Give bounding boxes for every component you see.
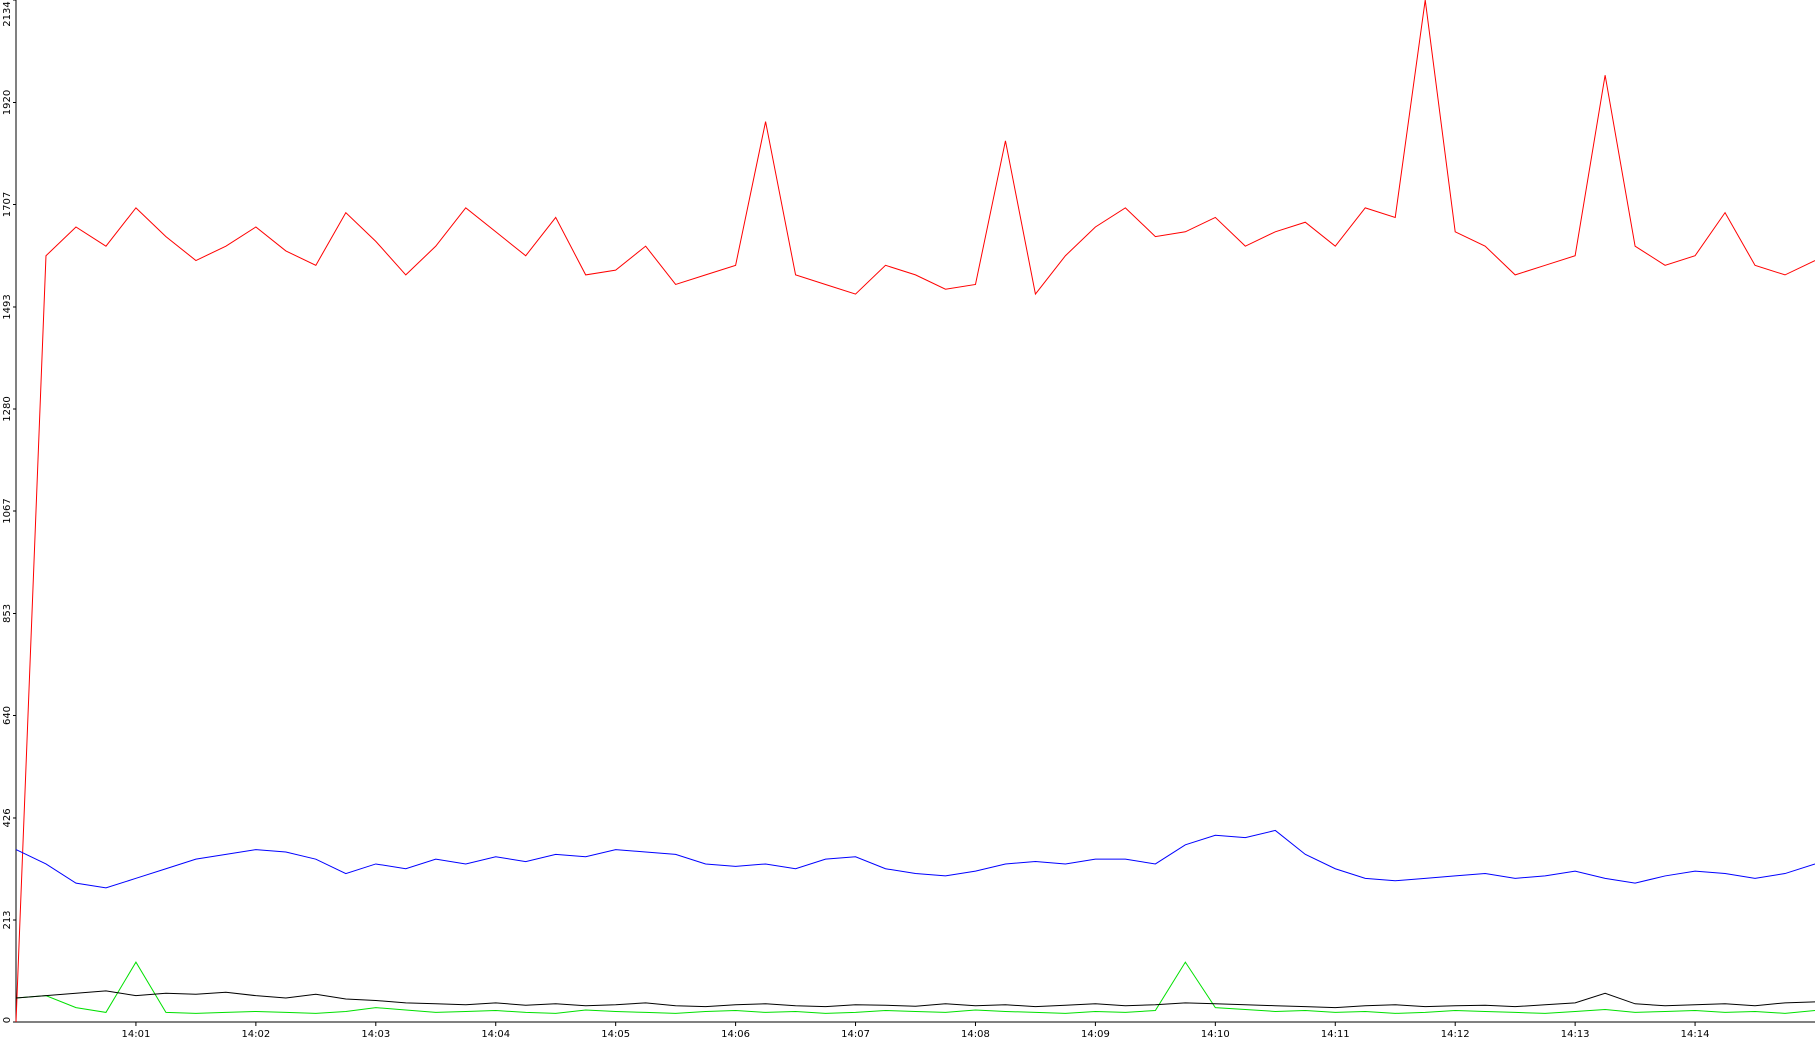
y-tick-label: 853 xyxy=(2,604,13,623)
series-line xyxy=(15,990,1815,1009)
x-tick-label: 14:07 xyxy=(841,1029,870,1039)
series-line xyxy=(15,0,1815,1023)
x-tick-label: 14:13 xyxy=(1561,1029,1590,1039)
y-tick-label: 1920 xyxy=(2,90,13,115)
x-tick-label: 14:09 xyxy=(1081,1029,1110,1039)
y-tick-label: 1707 xyxy=(2,192,13,217)
series-line xyxy=(15,961,1815,1014)
x-tick-label: 14:02 xyxy=(241,1029,270,1039)
x-tick-label: 14:04 xyxy=(481,1029,510,1039)
x-tick-label: 14:06 xyxy=(721,1029,750,1039)
series-line xyxy=(15,829,1815,889)
y-tick-label: 2134 xyxy=(2,1,13,26)
x-tick-label: 14:08 xyxy=(961,1029,990,1039)
x-tick-label: 14:03 xyxy=(361,1029,390,1039)
y-tick-label: 1493 xyxy=(2,294,13,319)
y-tick-label: 426 xyxy=(2,808,13,827)
x-tick-label: 14:12 xyxy=(1441,1029,1470,1039)
x-tick-label: 14:10 xyxy=(1201,1029,1230,1039)
y-tick-label: 640 xyxy=(2,706,13,725)
x-tick-label: 14:11 xyxy=(1321,1029,1350,1039)
y-tick-label: 1280 xyxy=(2,396,13,421)
y-tick-label: 0 xyxy=(2,1017,13,1023)
x-tick-label: 14:05 xyxy=(601,1029,630,1039)
x-tick-label: 14:01 xyxy=(122,1029,151,1039)
y-tick-label: 213 xyxy=(2,910,13,929)
y-tick-label: 1067 xyxy=(2,498,13,523)
x-tick-label: 14:14 xyxy=(1681,1029,1710,1039)
